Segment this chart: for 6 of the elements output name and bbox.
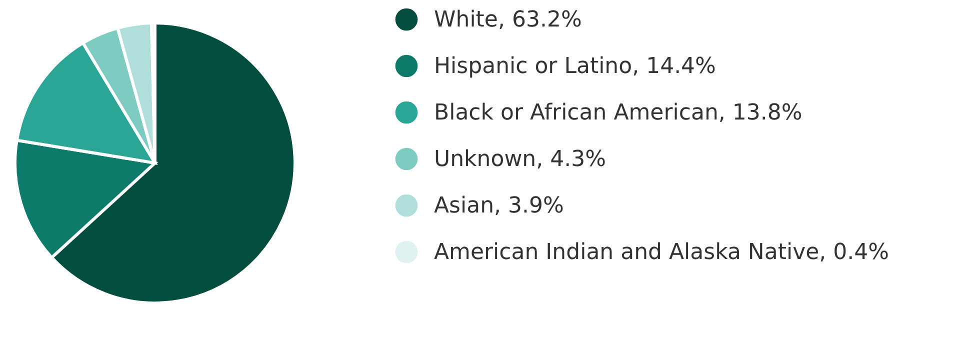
legend-label: Black or African American, 13.8% <box>434 100 802 126</box>
legend-label: Asian, 3.9% <box>434 194 564 218</box>
legend-label: White, 63.2% <box>434 8 582 32</box>
legend-label: Unknown, 4.3% <box>434 147 606 172</box>
legend-label: Hispanic or Latino, 14.4% <box>434 54 716 79</box>
legend-label: American Indian and Alaska Native, 0.4% <box>434 240 890 265</box>
